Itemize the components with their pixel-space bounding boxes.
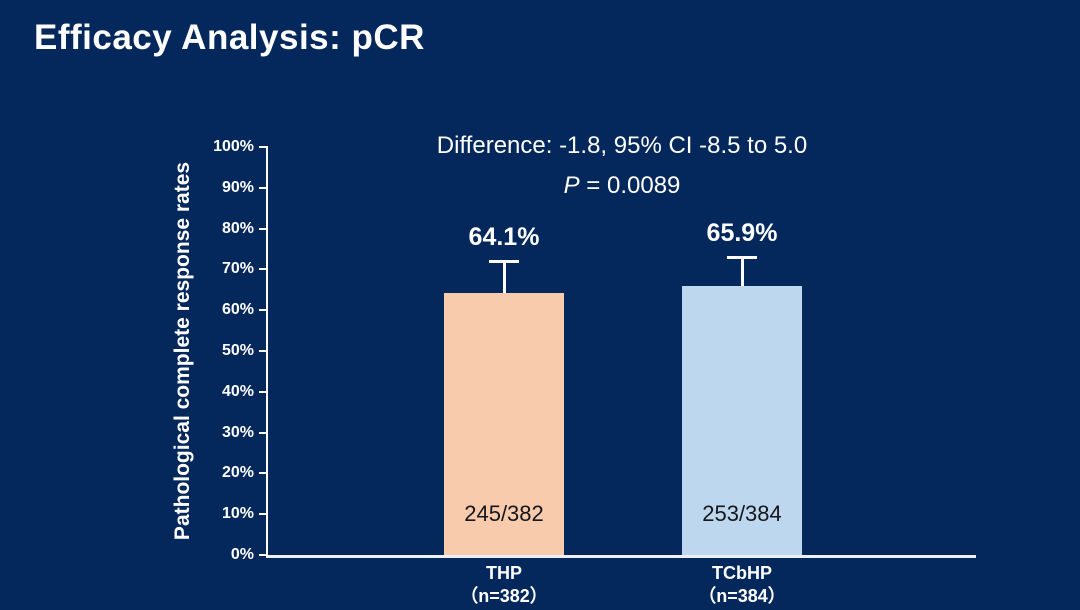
y-tick-label: 90% <box>221 179 254 196</box>
thp-count-label: 245/382 <box>464 501 544 526</box>
y-tick-mark <box>259 432 268 434</box>
y-tick-mark <box>259 513 268 515</box>
page-title: Efficacy Analysis: pCR <box>34 18 425 57</box>
tcbhp-count-label: 253/384 <box>702 501 782 526</box>
y-tick-mark <box>259 146 268 148</box>
plot-area: 0% 10% 20% 30% 40% 50% 60% 70% 80% 90% 100% Differ… <box>213 132 976 563</box>
y-tick-mark <box>259 350 268 352</box>
y-tick-mark <box>259 472 268 474</box>
difference-annotation: Difference: -1.8, 95% CI -8.5 to 5.0 <box>436 132 808 159</box>
thp-value-label: 64.1% <box>468 223 540 251</box>
x-label-thp-n: （n=382） <box>460 586 548 606</box>
y-tick-mark <box>259 268 268 270</box>
bar-group-thp: 64.1% 245/382 <box>444 147 564 555</box>
y-tick-label: 0% <box>230 546 254 563</box>
tcbhp-bar: 253/384 <box>682 286 802 555</box>
y-tick-label: 100% <box>213 138 254 155</box>
x-label-thp-name: THP <box>486 563 522 583</box>
tcbhp-value-label: 65.9% <box>706 219 778 247</box>
x-label-tcbhp: TCbHP （n=384） <box>662 562 822 608</box>
y-tick-label: 10% <box>221 505 254 522</box>
y-tick-label: 50% <box>221 342 254 359</box>
y-tick-mark <box>259 391 268 393</box>
y-tick-label: 60% <box>221 301 254 318</box>
error-bar-line <box>502 260 506 318</box>
p-value-text: = 0.0089 <box>579 172 681 199</box>
x-label-thp: THP （n=382） <box>424 562 584 608</box>
p-value-annotation: P = 0.0089 <box>268 172 976 200</box>
x-label-tcbhp-n: （n=384） <box>698 586 786 606</box>
y-axis-title: Pathological complete response rates <box>171 161 194 541</box>
y-tick-label: 30% <box>221 424 254 441</box>
y-tick-label: 70% <box>221 260 254 277</box>
y-tick-mark <box>259 228 268 230</box>
p-symbol: P <box>563 172 580 199</box>
bar-group-tcbhp: 65.9% 253/384 <box>682 147 802 555</box>
y-tick-mark <box>259 554 268 556</box>
y-tick-mark <box>259 187 268 189</box>
thp-bar: 245/382 <box>444 293 564 555</box>
y-tick-mark <box>259 309 268 311</box>
y-tick-label: 80% <box>221 220 254 237</box>
y-tick-label: 20% <box>221 464 254 481</box>
x-label-tcbhp-name: TCbHP <box>712 563 772 583</box>
y-tick-label: 40% <box>221 383 254 400</box>
